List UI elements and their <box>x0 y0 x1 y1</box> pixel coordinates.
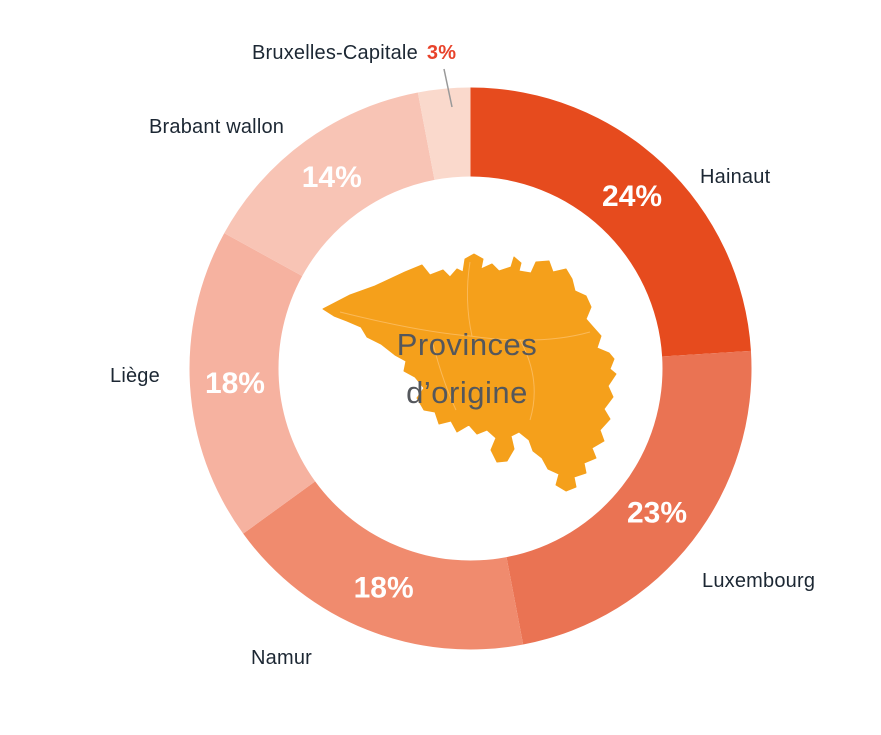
slice-label-text: Brabant wallon <box>149 116 285 138</box>
slice-value-luxembourg: 23% <box>627 497 687 530</box>
donut-slice-namur[interactable] <box>243 481 524 650</box>
slice-label-bruxelles-capitale: Bruxelles-Capitale 3% <box>252 42 456 65</box>
donut-slice-luxembourg[interactable] <box>506 350 752 645</box>
slice-label-text: Liège <box>110 365 160 387</box>
slice-label-text: Luxembourg <box>702 570 816 592</box>
slice-label-text: Namur <box>251 647 313 669</box>
slice-label-text: Hainaut <box>700 166 771 188</box>
center-title-line2: d’origine <box>406 375 528 410</box>
chart-center-title: Provinces d’origine <box>317 321 617 417</box>
slice-label-text: Bruxelles-Capitale <box>252 42 418 64</box>
donut-slice-liege[interactable] <box>189 233 316 534</box>
slice-value-hainaut: 24% <box>602 180 662 213</box>
slice-label-hainaut: Hainaut <box>700 166 770 189</box>
slice-value-brabant-wallon: 14% <box>302 161 362 194</box>
slice-label-luxembourg: Luxembourg <box>702 570 815 593</box>
slice-label-brabant-wallon: Brabant wallon <box>149 116 284 139</box>
slice-value-outside: 3% <box>426 42 457 64</box>
center-title-line1: Provinces <box>396 327 538 362</box>
leader-line <box>443 68 453 108</box>
slice-value-labels: 24% 23% 18% 18% 14% <box>205 161 687 604</box>
slice-label-liege: Liège <box>110 365 160 388</box>
donut-slice-hainaut[interactable] <box>470 87 751 357</box>
slice-label-namur: Namur <box>251 647 312 670</box>
donut-slice-brabant-wallon[interactable] <box>224 92 435 276</box>
donut-ring <box>189 87 752 650</box>
slice-value-liege: 18% <box>205 367 265 400</box>
slice-value-namur: 18% <box>354 571 414 604</box>
donut-slice-bruxelles-capitale[interactable] <box>417 87 471 180</box>
belgium-map-icon <box>322 253 617 492</box>
